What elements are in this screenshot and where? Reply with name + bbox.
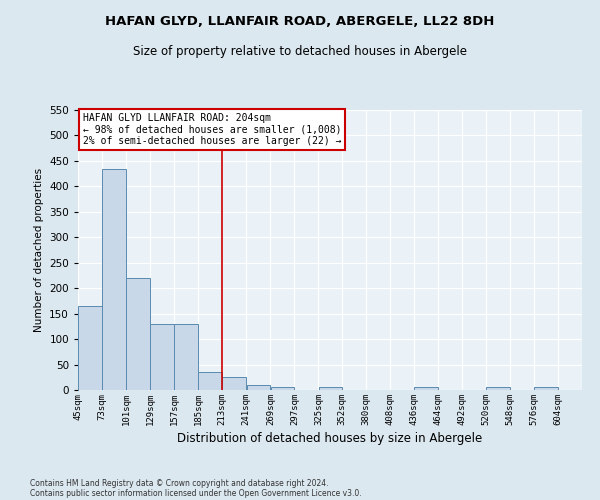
Y-axis label: Number of detached properties: Number of detached properties (34, 168, 44, 332)
Text: HAFAN GLYD, LLANFAIR ROAD, ABERGELE, LL22 8DH: HAFAN GLYD, LLANFAIR ROAD, ABERGELE, LL2… (106, 15, 494, 28)
Text: Contains public sector information licensed under the Open Government Licence v3: Contains public sector information licen… (30, 488, 362, 498)
Bar (78, 306, 102, 390)
Bar (175, 324, 198, 390)
Bar (271, 388, 294, 390)
Text: HAFAN GLYD LLANFAIR ROAD: 204sqm
← 98% of detached houses are smaller (1,008)
2%: HAFAN GLYD LLANFAIR ROAD: 204sqm ← 98% o… (83, 113, 341, 146)
Bar (486, 388, 509, 390)
Bar (126, 278, 150, 390)
Bar (151, 324, 174, 390)
Bar (247, 385, 270, 390)
Bar (223, 378, 246, 390)
Text: Size of property relative to detached houses in Abergele: Size of property relative to detached ho… (133, 45, 467, 58)
Bar (102, 168, 126, 390)
Bar (319, 388, 342, 390)
Bar (199, 372, 222, 390)
Text: Contains HM Land Registry data © Crown copyright and database right 2024.: Contains HM Land Registry data © Crown c… (30, 478, 329, 488)
X-axis label: Distribution of detached houses by size in Abergele: Distribution of detached houses by size … (178, 432, 482, 445)
Bar (534, 388, 558, 390)
Bar (414, 388, 437, 390)
